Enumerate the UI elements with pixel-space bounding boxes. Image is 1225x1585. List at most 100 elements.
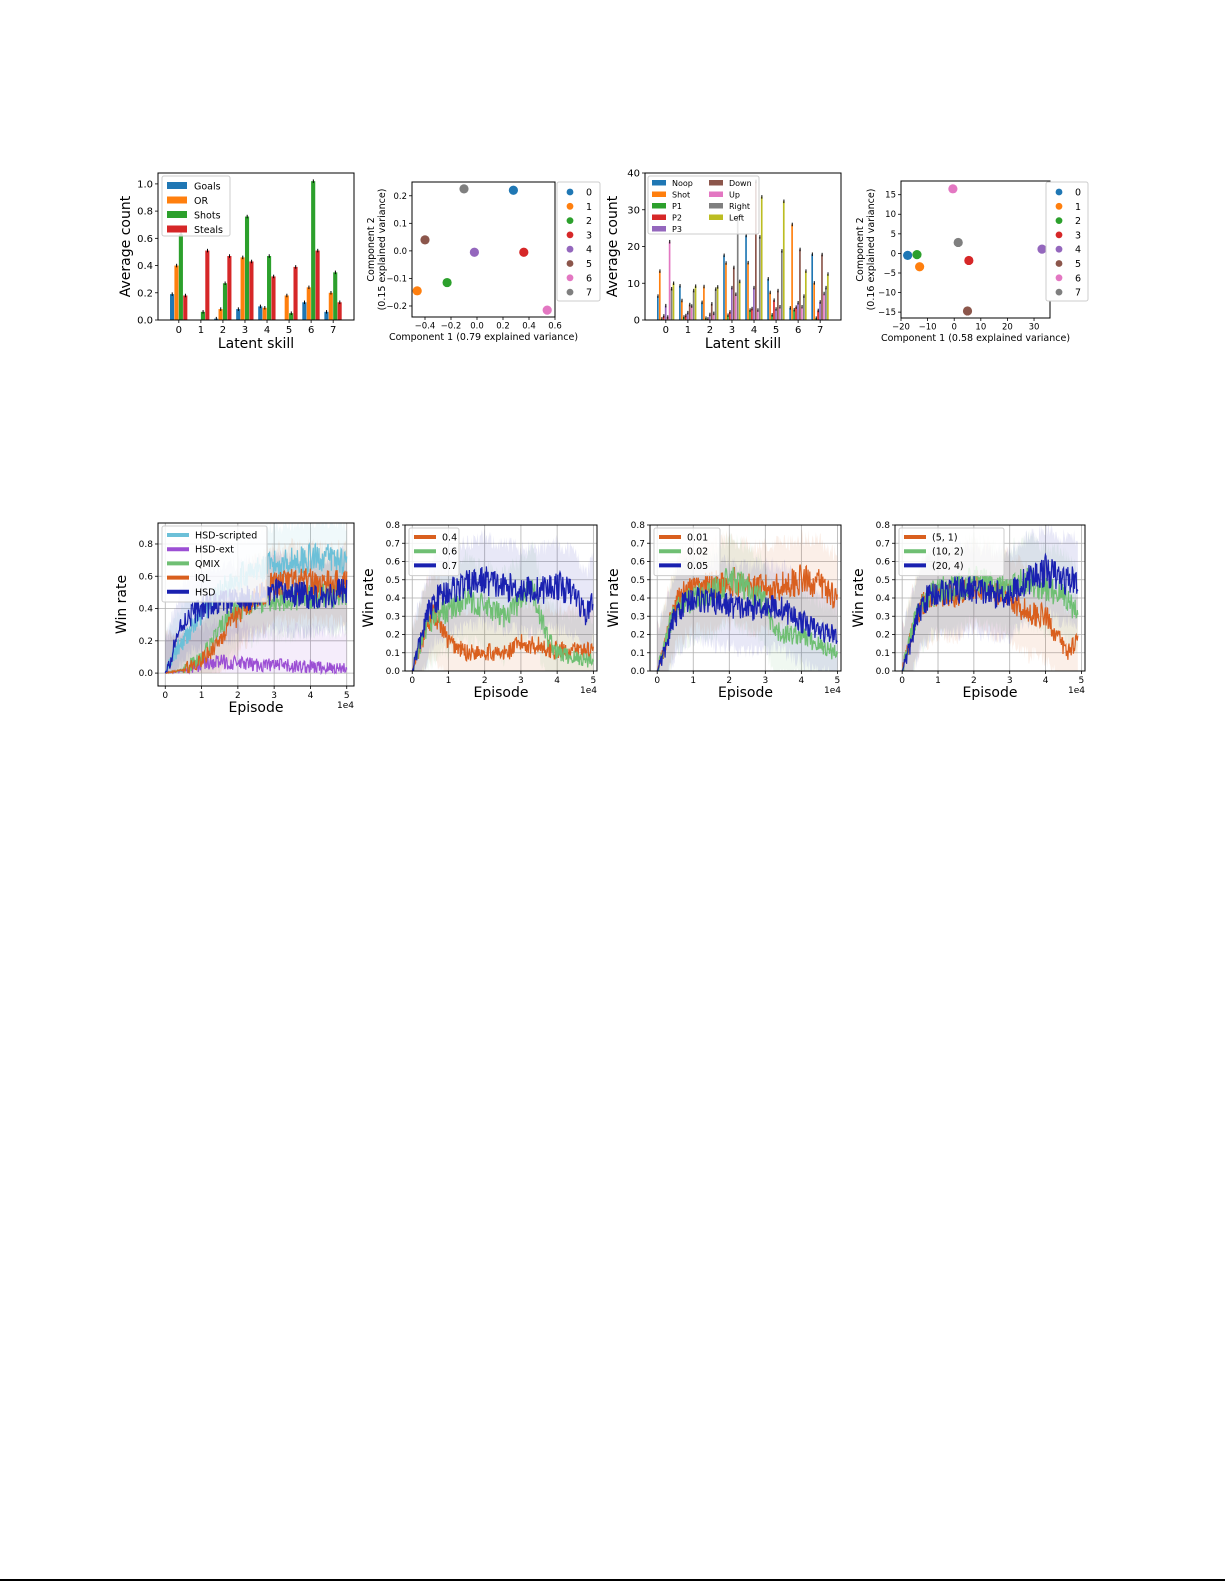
legend-label: HSD-ext — [195, 545, 234, 556]
x-tick-label: 0.0 — [470, 322, 484, 332]
bar-right — [825, 287, 827, 320]
x-tick-label: 2 — [971, 676, 977, 686]
legend-label: 4 — [1075, 245, 1081, 256]
x-tick-label: 10 — [975, 323, 986, 333]
x-tick-label: 3 — [242, 325, 248, 336]
legend-label: P3 — [672, 225, 682, 234]
series-line-hsd — [164, 577, 348, 674]
bar-p3 — [753, 287, 755, 320]
y-tick-label: 0.3 — [876, 612, 890, 622]
x-offset-label: 1e4 — [337, 701, 354, 711]
bar-left — [672, 283, 675, 320]
series-line-0-7 — [411, 566, 594, 671]
bar-goals — [236, 309, 241, 320]
legend-marker — [1055, 217, 1063, 225]
bar-or — [218, 309, 223, 320]
y-tick-label: 30 — [627, 205, 640, 216]
y-axis-label: Win rate — [361, 568, 377, 627]
scatter-point-4 — [1037, 244, 1047, 254]
legend-marker — [1055, 231, 1063, 239]
legend-marker — [566, 188, 574, 196]
y-axis-label: Component 2 — [855, 217, 866, 281]
bar-p2 — [729, 311, 731, 320]
bar-up — [823, 293, 825, 320]
legend-swatch — [652, 203, 666, 209]
x-tick-label: 5 — [286, 325, 292, 336]
bar-chart-skill-action-counts: 0 10 20 30 40 0 1 2 3 4 5 6 7 Latent skill Average cou… — [605, 169, 842, 352]
y-tick-label: 0.7 — [386, 539, 400, 549]
bar-up — [801, 306, 803, 320]
legend: (5, 1) (10, 2) (20, 4) — [898, 527, 1005, 577]
series-line--20-4- — [901, 552, 1079, 671]
x-tick-label: 0 — [663, 325, 669, 336]
legend-swatch — [709, 191, 723, 197]
legend-label: 5 — [586, 259, 592, 270]
x-offset-label: 1e4 — [824, 686, 841, 696]
legend-label: 6 — [1075, 273, 1081, 284]
bar-right — [803, 296, 805, 320]
legend-marker — [566, 288, 574, 296]
legend-label: 1 — [586, 202, 592, 213]
y-tick-label: 40 — [627, 169, 640, 180]
legend-label: 4 — [586, 245, 592, 256]
legend-label: 1 — [1075, 202, 1081, 213]
x-tick-label: 3 — [762, 676, 768, 686]
y-tick-label: 0.1 — [631, 649, 645, 659]
bar-left — [760, 196, 763, 320]
bar-or — [284, 295, 289, 320]
bar-goals — [324, 311, 329, 320]
x-axis-label: Latent skill — [218, 336, 294, 352]
legend-label: 0.01 — [687, 533, 708, 544]
y-tick-label: 0.4 — [139, 605, 154, 615]
scatter-point-3 — [519, 247, 529, 257]
x-tick-label: 0 — [654, 676, 660, 686]
y-tick-label: 0.6 — [386, 558, 401, 568]
bar-p2 — [751, 308, 753, 320]
bar-p3 — [797, 302, 799, 320]
bar-p2 — [662, 315, 665, 320]
legend-swatch — [167, 225, 187, 233]
y-tick-label: 0.4 — [631, 594, 646, 604]
x-offset-label: 1e4 — [580, 686, 597, 696]
x-tick-label: 5 — [344, 691, 350, 701]
axes-frame — [157, 522, 355, 687]
y-axis-label: Win rate — [851, 568, 867, 627]
legend-marker — [566, 217, 574, 225]
legend-label: (5, 1) — [932, 533, 958, 544]
series-line-0-05 — [656, 586, 838, 671]
x-tick-label: 7 — [817, 325, 823, 336]
y-tick-label: 0.1 — [876, 649, 890, 659]
bar-noop — [723, 255, 725, 320]
bar-p3 — [708, 314, 711, 320]
bar-steals — [337, 302, 342, 320]
line-chart-winrate-param-a: 0.0 0.1 0.2 0.3 0.4 0.5 0.6 0.7 0.8 0 1 2 3 4 5 Episode… — [361, 521, 598, 701]
bar-noop — [745, 235, 747, 320]
axes-frame — [644, 172, 842, 321]
legend-label: 0.6 — [442, 547, 457, 558]
scatter-point-6 — [948, 184, 958, 194]
bar-p3 — [730, 287, 733, 320]
bar-right — [692, 290, 695, 320]
bar-shot — [681, 300, 683, 320]
bar-steals — [271, 276, 276, 320]
bar-up — [734, 294, 737, 320]
legend-label: Shot — [672, 191, 690, 200]
page-bottom-rule — [0, 1579, 1225, 1581]
x-tick-label: 1 — [935, 676, 941, 686]
bar-or — [174, 265, 179, 320]
x-tick-label: 0.4 — [522, 322, 536, 332]
bar-steals — [205, 250, 210, 320]
y-axis-label: Win rate — [114, 575, 130, 634]
legend-swatch — [652, 214, 666, 220]
legend-swatch — [709, 214, 723, 220]
y-tick-label: 0.2 — [631, 631, 645, 641]
y-tick-label: 5 — [891, 230, 896, 240]
legend-label: 5 — [1075, 259, 1081, 270]
bar-right — [714, 289, 717, 320]
y-tick-label: 0.1 — [393, 219, 407, 229]
x-axis-label: Episode — [229, 700, 284, 716]
legend-swatch — [652, 191, 666, 197]
bar-goals — [258, 306, 263, 320]
legend: Noop Shot P1 P2 P3 Down Up Right Left — [647, 175, 760, 235]
